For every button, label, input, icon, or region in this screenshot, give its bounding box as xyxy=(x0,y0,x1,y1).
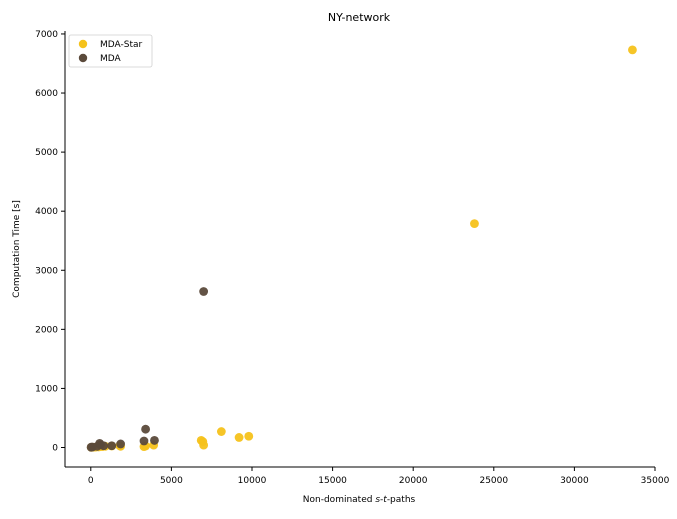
legend-label-mda: MDA xyxy=(100,54,122,64)
point-mda xyxy=(99,441,109,451)
x-tick-label: 35000 xyxy=(641,476,670,486)
y-tick-label: 5000 xyxy=(35,148,58,158)
x-tick-label: 0 xyxy=(88,476,94,486)
point-mda-star xyxy=(199,440,209,450)
y-tick-label: 7000 xyxy=(35,30,58,40)
point-mda xyxy=(199,287,209,296)
x-tick-label: 5000 xyxy=(160,476,183,486)
x-tick-label: 15000 xyxy=(318,476,347,486)
series-mda xyxy=(86,287,209,452)
y-axis-label: Computation Time [s] xyxy=(12,200,22,298)
x-tick-label: 10000 xyxy=(238,476,267,486)
point-mda xyxy=(141,424,151,434)
legend-marker-mda-star xyxy=(78,39,88,49)
point-mda xyxy=(150,436,159,445)
x-axis-ticks: 0 5000 10000 15000 20000 25000 30000 35000 xyxy=(88,467,670,486)
legend-box xyxy=(68,34,153,68)
y-tick-label: 4000 xyxy=(35,207,58,217)
point-mda-star xyxy=(234,433,244,442)
chart-title: NY-network xyxy=(328,11,391,24)
point-mda xyxy=(116,439,126,449)
x-axis-label: Non-dominated s-t-paths xyxy=(303,495,416,505)
x-axis-label-part-3: - xyxy=(380,495,383,505)
point-mda xyxy=(107,441,117,451)
x-tick-label: 30000 xyxy=(560,476,589,486)
legend-label-mda-star: MDA-Star xyxy=(100,40,143,50)
y-tick-label: 6000 xyxy=(35,89,58,99)
series-mda-star xyxy=(86,45,637,452)
legend: MDA-Star MDA xyxy=(68,34,153,68)
point-mda-star xyxy=(628,45,637,55)
x-axis-label-part-4: t xyxy=(383,495,387,505)
legend-marker-mda xyxy=(78,53,88,63)
x-tick-label: 20000 xyxy=(399,476,428,486)
plot-area xyxy=(64,31,655,468)
x-tick-label: 25000 xyxy=(479,476,508,486)
x-axis-label-part-1: Non-dominated xyxy=(303,495,376,505)
y-tick-label: 0 xyxy=(52,444,58,454)
point-mda-star xyxy=(470,219,479,228)
y-tick-label: 1000 xyxy=(35,384,58,394)
point-mda-star xyxy=(216,427,226,436)
x-axis-label-part-2: s xyxy=(375,495,380,505)
y-tick-label: 3000 xyxy=(35,266,58,276)
y-axis-ticks: 0 1000 2000 3000 4000 5000 6000 7000 xyxy=(35,30,65,454)
x-axis-label-part-5: -paths xyxy=(387,495,416,505)
point-mda xyxy=(139,436,149,446)
data-points xyxy=(86,45,637,452)
y-tick-label: 2000 xyxy=(35,325,58,335)
point-mda-star xyxy=(244,431,254,441)
